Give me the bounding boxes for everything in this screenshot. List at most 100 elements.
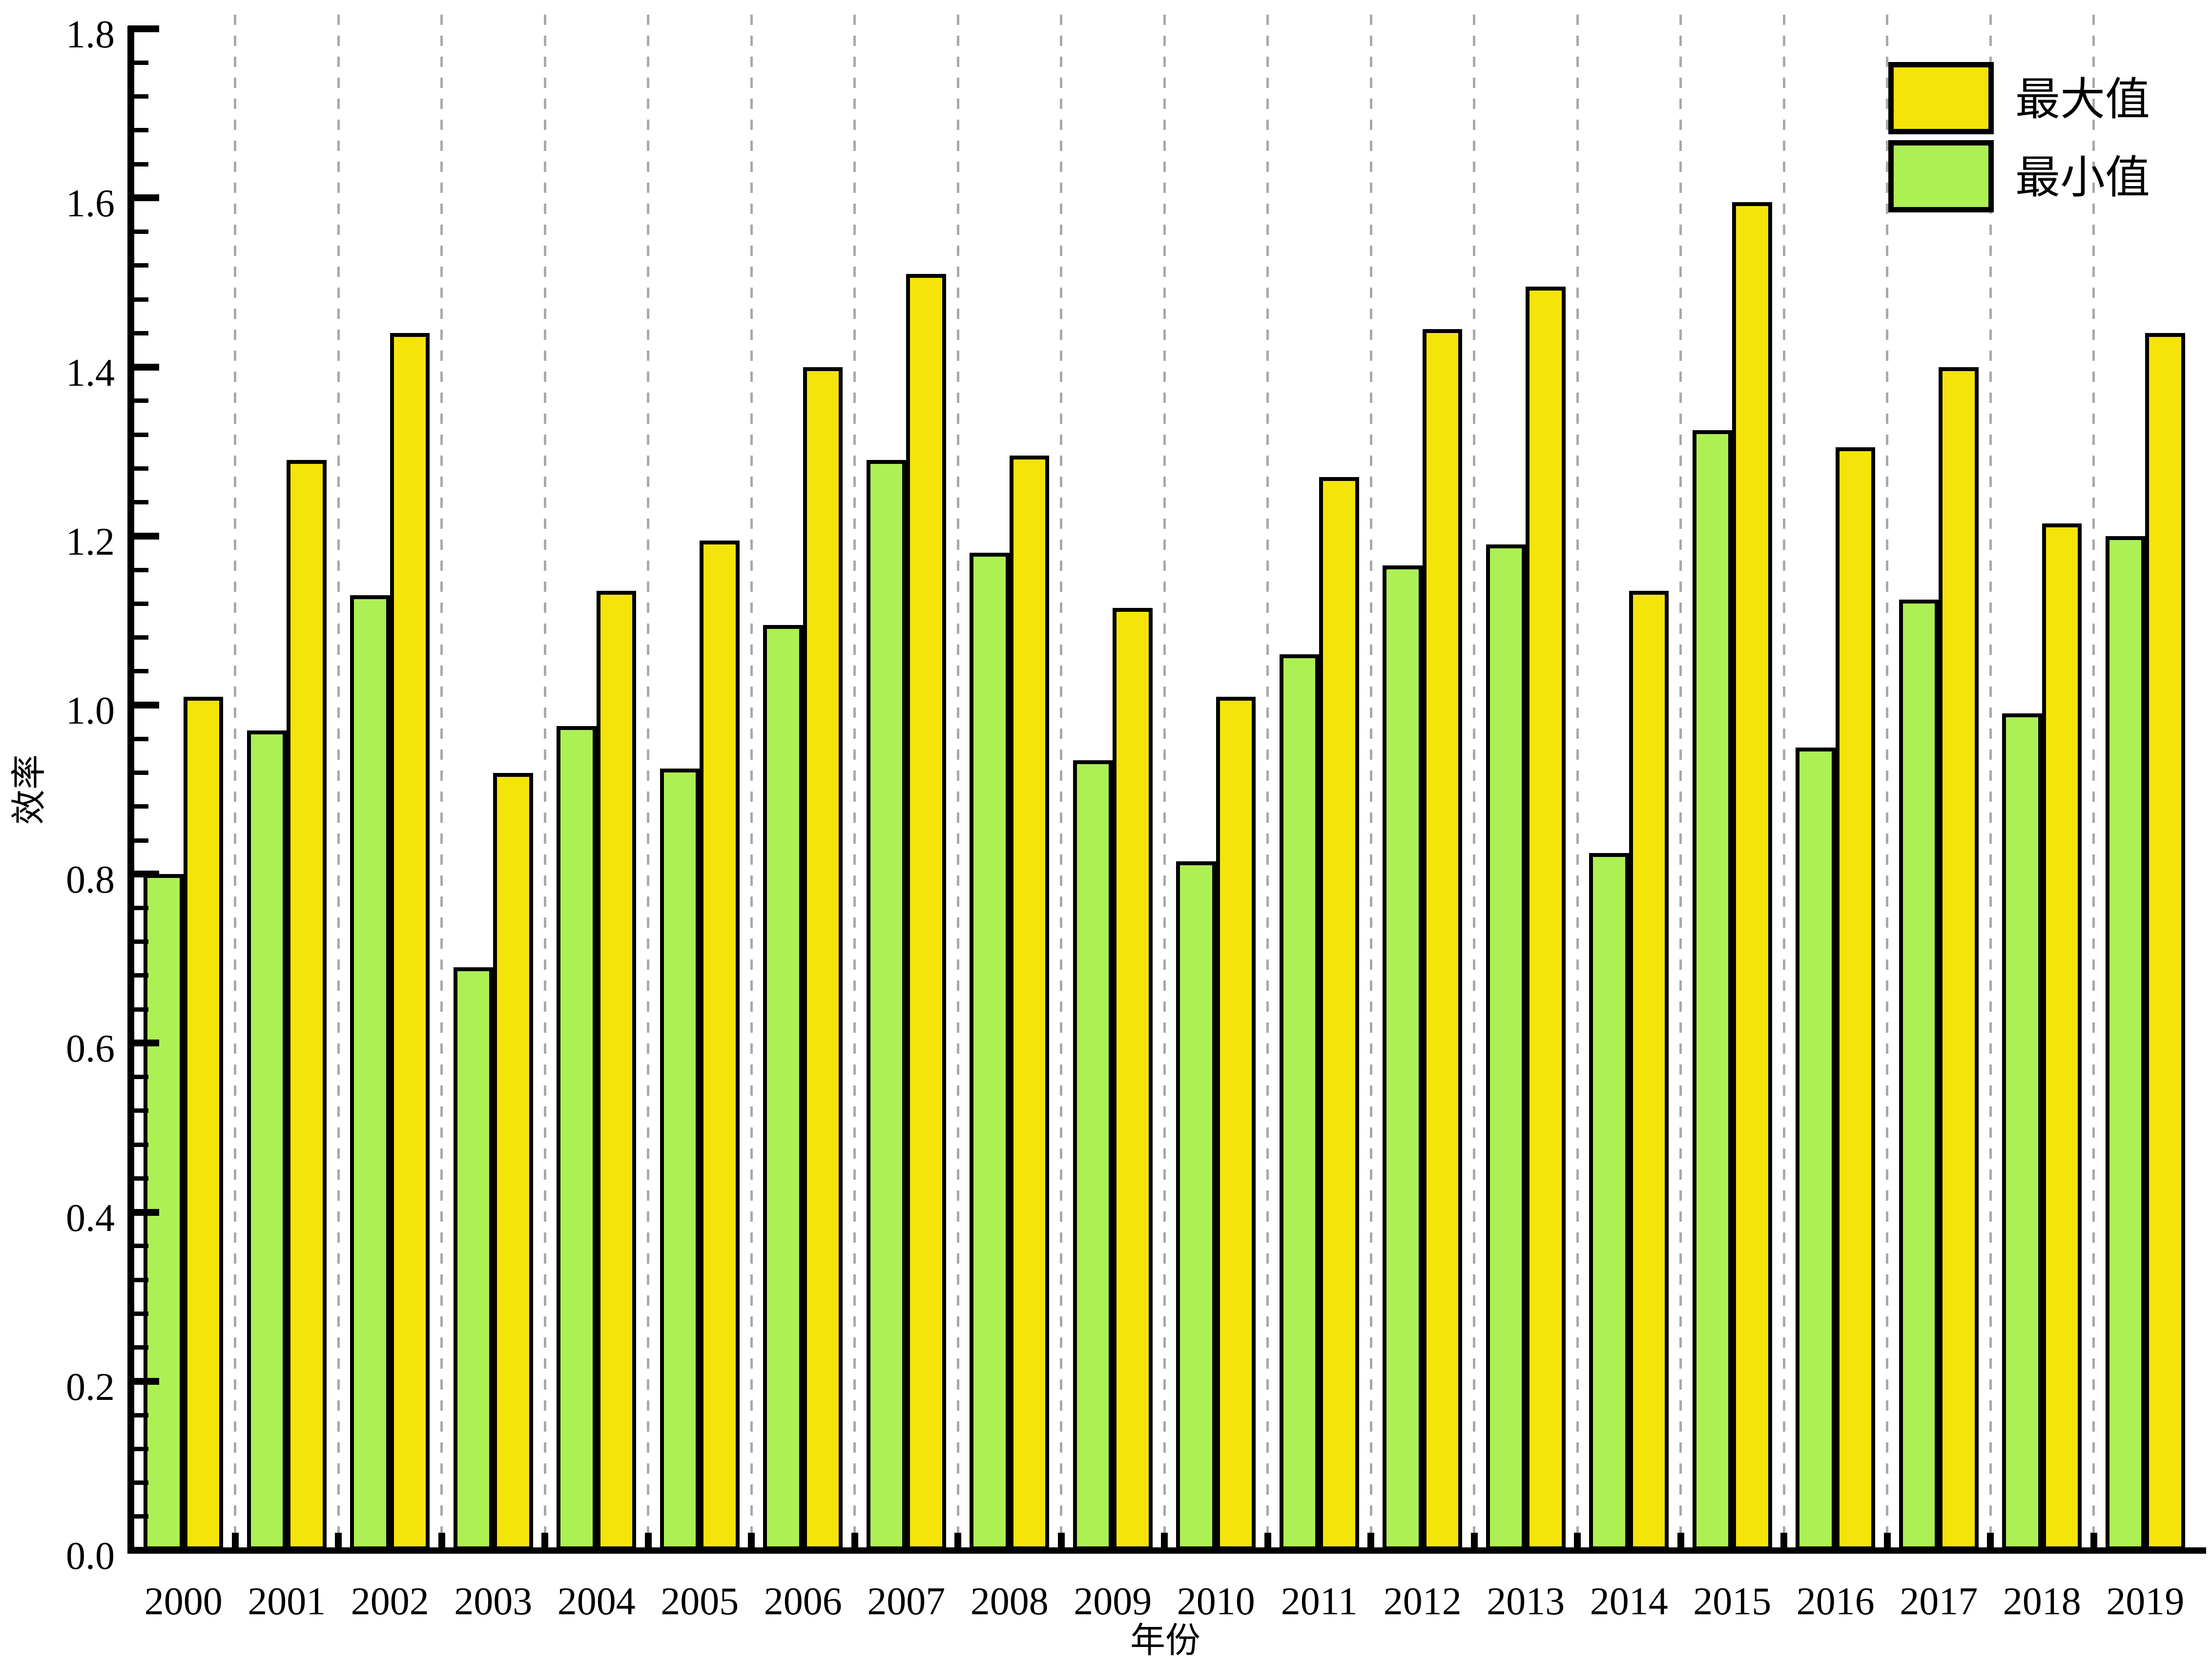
bar-min-2015 [1692,430,1733,1550]
x-tick [1264,1533,1271,1547]
y-tick-label: 1.6 [66,182,115,226]
bar-max-2003 [493,772,533,1550]
gridline [1576,15,1579,1547]
y-tick-label: 1.0 [66,689,115,732]
bar-max-2000 [183,696,224,1550]
legend-swatch-min [1888,140,1994,212]
y-tick-major [128,871,159,878]
x-tick-label: 2009 [1074,1580,1152,1623]
x-tick-label: 2004 [557,1580,636,1623]
bar-max-2008 [1009,456,1050,1550]
y-tick-major [128,1377,159,1385]
y-tick-label: 1.4 [66,351,115,395]
gridline [2092,15,2095,1547]
y-tick-major [128,1209,159,1216]
y-tick-major [128,532,159,540]
y-tick-minor [128,905,148,910]
bar-max-2013 [1526,287,1566,1550]
y-tick-minor [128,331,148,335]
bar-min-2011 [1279,654,1320,1550]
x-tick-label: 2008 [970,1580,1049,1623]
y-tick-label: 1.2 [66,520,115,563]
y-tick-minor [128,297,148,302]
bar-min-2018 [2002,713,2042,1550]
x-tick-label: 2007 [867,1580,946,1623]
x-tick [644,1533,652,1547]
x-tick [2090,1533,2097,1547]
bar-max-2011 [1319,477,1359,1550]
y-tick-minor [128,1108,148,1113]
x-axis-title: 年份 [1130,1621,1200,1660]
bar-min-2014 [1589,853,1629,1550]
x-tick [438,1533,445,1547]
x-tick [1677,1533,1684,1547]
legend-swatch-max [1888,62,1994,134]
y-tick-major [128,194,159,202]
y-tick-minor [128,1345,148,1350]
y-tick-minor [128,1311,148,1316]
y-tick-minor [128,567,148,572]
x-tick-label: 2016 [1796,1580,1875,1623]
gridline [1679,15,1682,1547]
y-tick-minor [128,1277,148,1282]
gridline [1473,15,1475,1547]
bar-max-2014 [1629,591,1669,1550]
y-tick-minor [128,500,148,505]
gridline [1886,15,1888,1547]
y-tick-minor [128,804,148,809]
x-tick-label: 2001 [248,1580,326,1623]
bar-min-2013 [1486,544,1526,1550]
y-tick-minor [128,1176,148,1181]
y-tick-major [128,702,159,708]
y-tick-label: 1.8 [66,13,115,57]
y-tick-minor [128,1007,148,1012]
y-tick-label: 0.0 [66,1535,115,1578]
y-tick-minor [128,466,148,471]
x-tick-label: 2005 [661,1580,739,1623]
x-tick-label: 2010 [1177,1580,1255,1623]
y-tick-major [128,363,159,371]
gridline [853,15,856,1547]
y-tick-minor [128,669,148,674]
x-tick-label: 2019 [2106,1580,2185,1623]
bar-min-2002 [350,595,390,1550]
y-tick-minor [128,432,148,437]
bar-min-2007 [866,460,907,1550]
x-tick [1470,1533,1478,1547]
x-tick [1367,1533,1374,1547]
y-tick-minor [128,229,148,234]
y-tick-minor [128,838,148,843]
y-tick-label: 0.6 [66,1027,115,1071]
bar-max-2009 [1113,607,1153,1550]
bar-max-2001 [287,460,327,1550]
gridline [750,15,753,1547]
gridline [543,15,546,1547]
gridline [1266,15,1269,1547]
y-tick-minor [128,94,148,99]
bar-min-2004 [557,726,597,1550]
x-tick [1883,1533,1891,1547]
y-tick-minor [128,398,148,403]
x-axis-line [127,1547,2206,1554]
bar-max-2012 [1422,329,1463,1550]
y-tick-minor [128,263,148,268]
y-tick-minor [128,771,148,775]
bar-min-2012 [1383,565,1423,1550]
bar-min-2017 [1899,599,1939,1550]
bar-min-2006 [763,625,803,1550]
x-tick [851,1533,858,1547]
y-tick-label: 0.4 [66,1196,115,1240]
x-tick-label: 2018 [2003,1580,2081,1623]
y-tick-minor [128,736,148,741]
bar-max-2018 [2042,523,2082,1550]
y-tick-minor [128,1446,148,1451]
bar-max-2015 [1732,202,1772,1550]
bar-max-2016 [1835,447,1876,1550]
y-tick-minor [128,1514,148,1519]
x-tick [541,1533,548,1547]
y-tick-label: 0.8 [66,858,115,902]
bar-min-2010 [1176,861,1216,1550]
x-tick [1574,1533,1581,1547]
bar-min-2005 [660,768,700,1550]
